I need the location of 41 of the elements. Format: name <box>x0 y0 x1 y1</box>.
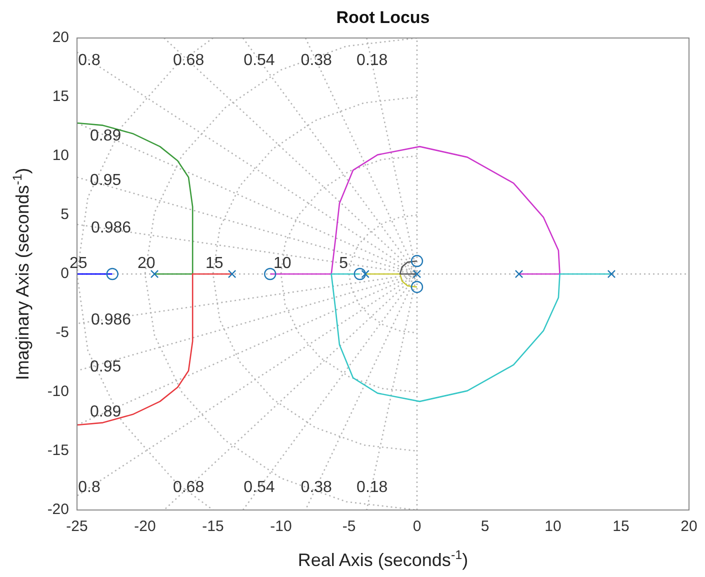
y-tick-label: 20 <box>52 29 69 46</box>
x-tick-label: -25 <box>66 518 88 536</box>
y-tick-label: -20 <box>47 501 69 518</box>
y-tick-label: 10 <box>52 147 69 164</box>
annotation: 15 <box>205 254 224 272</box>
annotation: 0.18 <box>356 478 388 496</box>
annotation: 0.38 <box>300 478 332 496</box>
annotation: 0.68 <box>172 478 204 496</box>
annotation: 0.95 <box>90 172 122 190</box>
annotation: 0.95 <box>90 358 122 376</box>
y-tick-label: 0 <box>60 265 69 282</box>
annotation: 0.89 <box>90 403 122 420</box>
annotation: 0.986 <box>90 219 132 236</box>
annotation: 0.18 <box>356 52 388 69</box>
x-axis-title: Real Axis (seconds$^{-1}$) <box>296 548 470 571</box>
annotation: 0.8 <box>78 52 100 69</box>
chart-title: Root Locus <box>335 8 431 28</box>
annotation: 0.54 <box>244 478 275 496</box>
y-tick-label: -5 <box>56 324 69 342</box>
y-tick-label: 15 <box>52 88 69 106</box>
y-tick-label: -15 <box>47 442 69 460</box>
annotation: 0.38 <box>300 52 332 69</box>
annotation: 5 <box>339 254 348 272</box>
x-tick-label: -15 <box>202 518 224 536</box>
x-tick-label: 10 <box>544 518 562 536</box>
x-tick-label: 5 <box>480 518 490 536</box>
x-tick-label: -10 <box>270 518 292 536</box>
x-tick-label: 20 <box>680 518 698 536</box>
annotation: 0.8 <box>78 478 100 496</box>
annotation: 0.54 <box>244 52 275 69</box>
x-tick-label: 0 <box>412 518 422 536</box>
annotation: 0.68 <box>172 52 204 69</box>
annotation: 0.986 <box>90 311 132 328</box>
annotation: 20 <box>137 254 156 272</box>
x-tick-label: -5 <box>342 518 356 536</box>
y-tick-label: 5 <box>60 206 69 224</box>
annotation: 0.89 <box>90 127 122 144</box>
x-tick-label: -20 <box>134 518 156 536</box>
annotation: 10 <box>273 254 292 272</box>
y-tick-label: -10 <box>47 383 69 400</box>
x-tick-label: 15 <box>612 518 630 536</box>
